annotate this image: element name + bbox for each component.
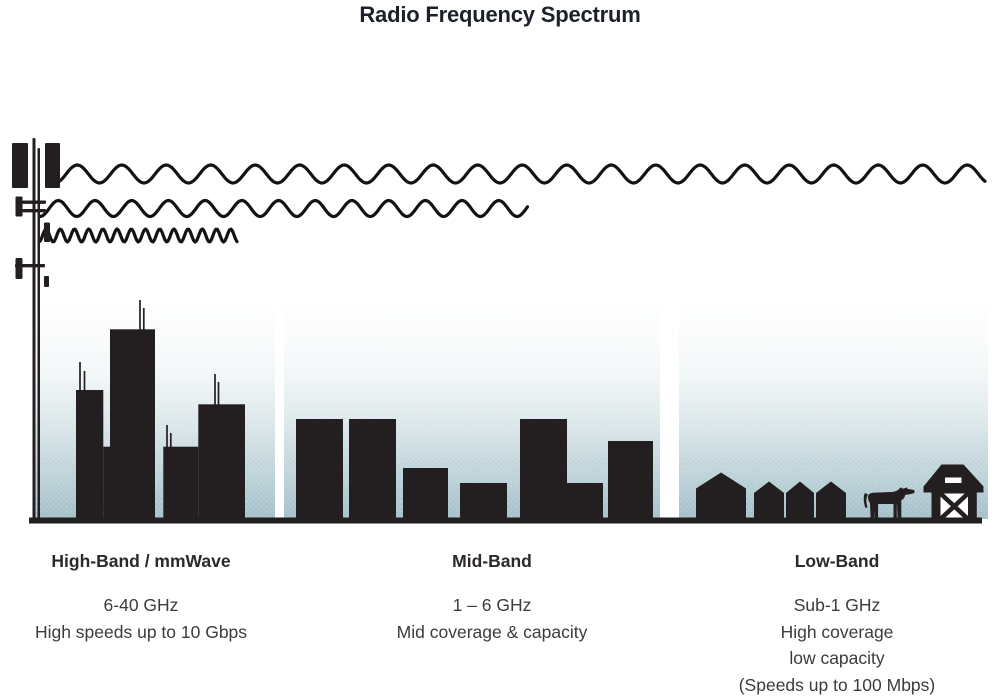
wave-mid-frequency-icon [38, 198, 530, 219]
house-icon [696, 472, 746, 519]
town-buildings [296, 419, 653, 519]
low-band-description-2: low capacity [789, 648, 885, 668]
low-band-frequency: Sub-1 GHz [793, 595, 881, 615]
rf-spectrum-illustration [12, 138, 988, 524]
wave-high-frequency-icon [37, 227, 239, 244]
page-title: Radio Frequency Spectrum [359, 2, 641, 27]
skyscraper [163, 446, 199, 519]
mid-rise-building [403, 468, 448, 519]
low-band-description-3: (Speeds up to 100 Mbps) [738, 674, 936, 695]
skyscraper [198, 404, 245, 519]
section-label-mid-band: Mid-Band 1 – 6 GHz Mid coverage & capaci… [342, 549, 642, 645]
low-band-description-1: High coverage [780, 621, 894, 642]
mid-rise-building [567, 483, 603, 519]
low-band-heading: Low-Band [794, 551, 880, 571]
house-icon [754, 481, 784, 519]
skyscraper [103, 446, 110, 519]
wave-low-frequency-icon [53, 163, 987, 185]
house-icon [786, 481, 814, 519]
sky-panels [34, 300, 988, 519]
city-skyline [76, 300, 245, 519]
mid-rise-building [520, 419, 567, 519]
high-band-description: High speeds up to 10 Gbps [34, 621, 248, 642]
ground-line [29, 517, 982, 524]
cow-icon [863, 487, 915, 519]
mid-rise-building [608, 441, 653, 519]
barn-vent [945, 477, 962, 483]
cell-tower-icon [12, 138, 60, 519]
house-icon [816, 481, 846, 519]
skyscraper [76, 390, 104, 519]
high-band-frequency: 6-40 GHz [103, 595, 179, 615]
section-label-high-band: High-Band / mmWave 6-40 GHz High speeds … [11, 549, 271, 645]
mid-band-heading: Mid-Band [452, 551, 532, 571]
section-label-low-band: Low-Band Sub-1 GHz High coverage low cap… [687, 549, 987, 698]
rural-houses [696, 472, 846, 519]
mid-rise-building [349, 419, 396, 519]
mid-band-description: Mid coverage & capacity [396, 621, 588, 642]
skyscraper [110, 329, 155, 519]
high-band-heading: High-Band / mmWave [51, 551, 231, 571]
mid-band-frequency: 1 – 6 GHz [452, 595, 532, 615]
barn-icon [923, 464, 984, 521]
mid-rise-building [460, 483, 507, 519]
mid-rise-building [296, 419, 343, 519]
